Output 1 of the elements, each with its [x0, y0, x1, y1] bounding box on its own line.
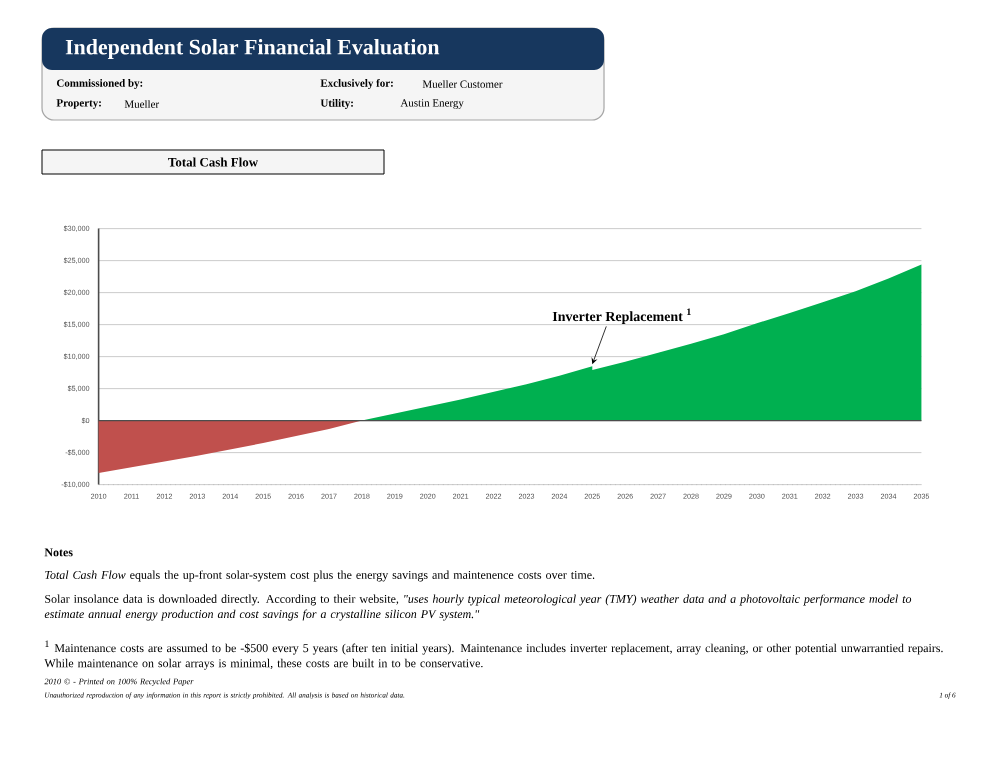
chart-title: Independent Solar Financial Evaluation — [65, 39, 440, 59]
